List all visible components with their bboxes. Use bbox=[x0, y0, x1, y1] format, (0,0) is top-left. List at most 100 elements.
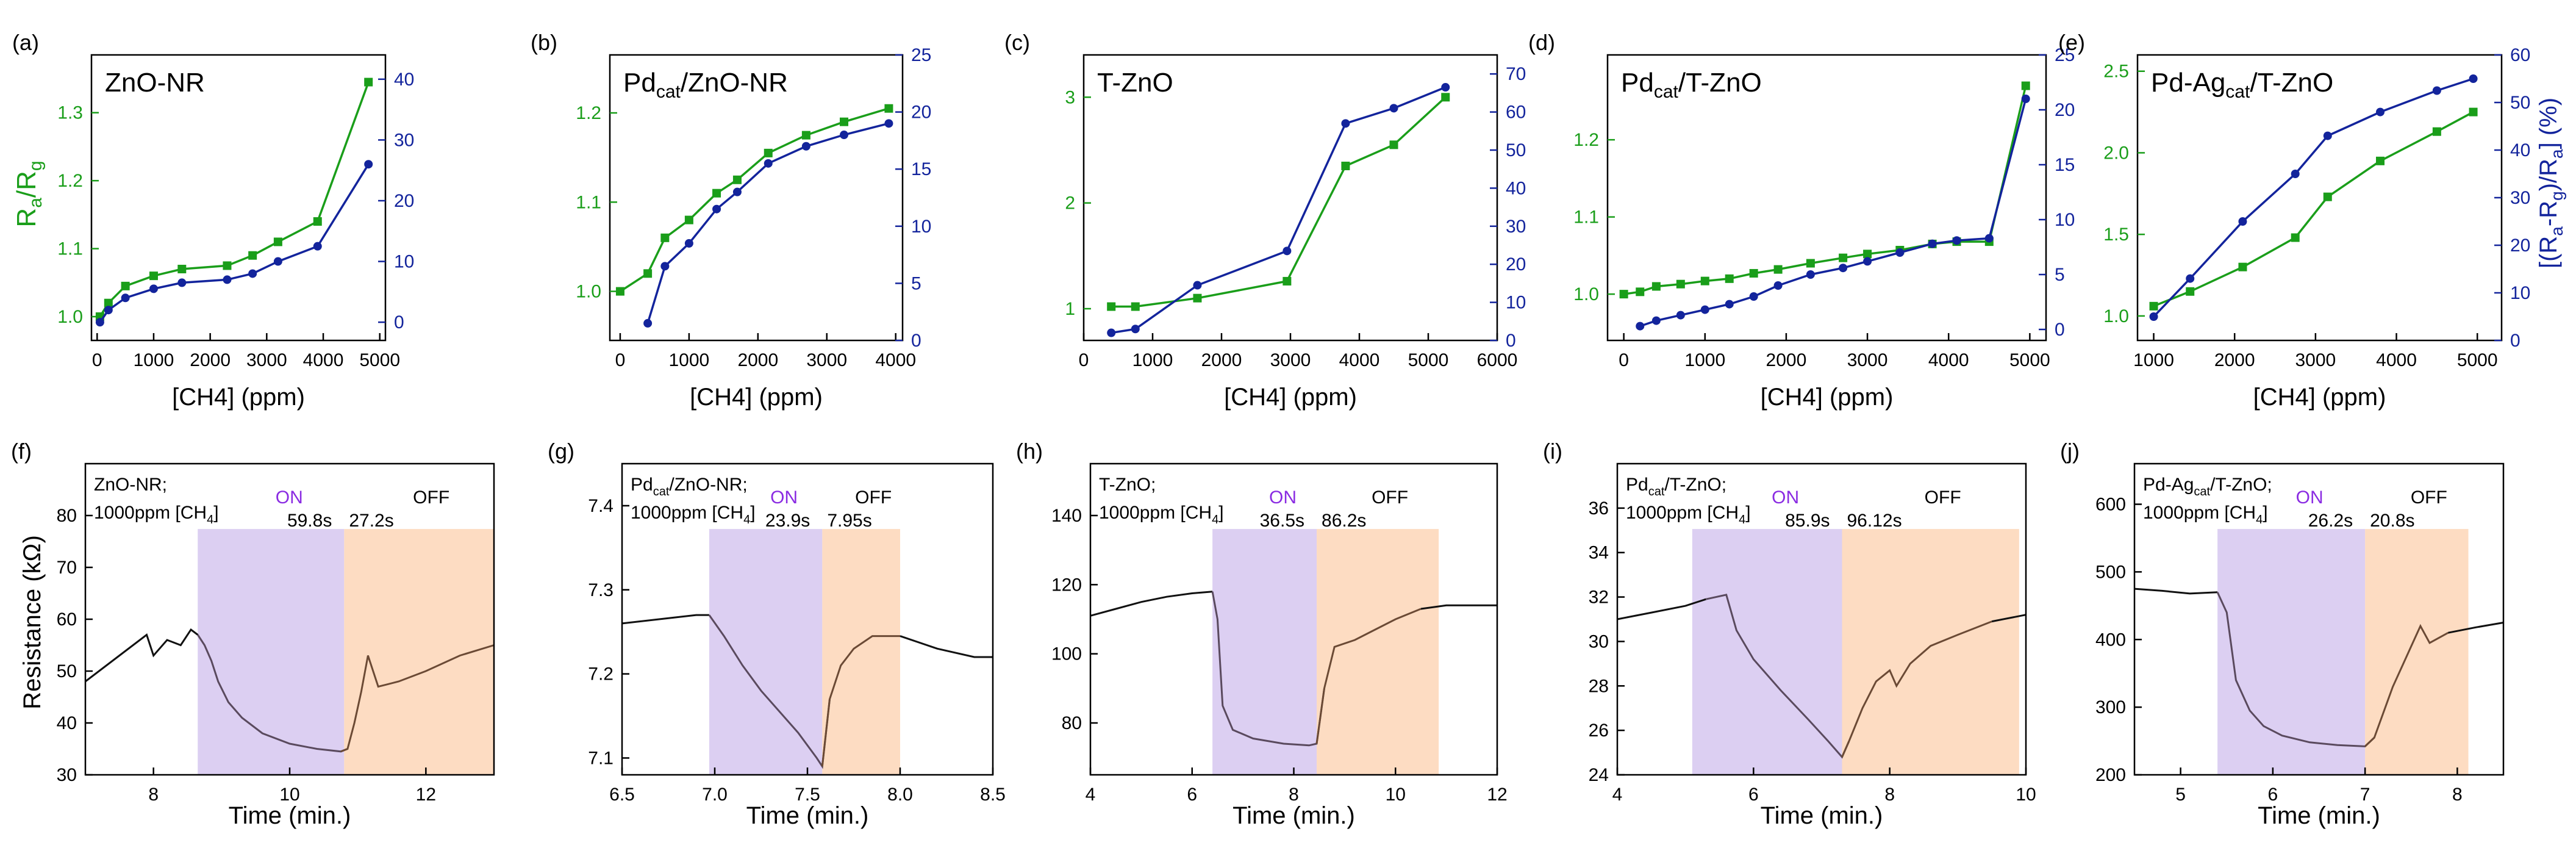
plot-frame bbox=[90, 54, 387, 342]
y-tick-label: 1.2 bbox=[57, 171, 83, 191]
y2-tick-label: 0 bbox=[2510, 331, 2521, 351]
y-tick-label: 7.2 bbox=[588, 664, 614, 685]
y-tick-label: 32 bbox=[1589, 588, 1609, 608]
y-tick-label: 36 bbox=[1589, 498, 1609, 519]
x-tick-label: 3000 bbox=[1270, 350, 1311, 370]
data-point-response bbox=[2323, 131, 2332, 140]
trace-on bbox=[1705, 594, 1850, 759]
data-point-ratio bbox=[801, 131, 810, 140]
x-tick-label: 4000 bbox=[875, 350, 916, 370]
data-point-response bbox=[1441, 83, 1450, 92]
svg-text:Ra/Rg: Ra/Rg bbox=[12, 160, 46, 227]
panel-label-line2: 1000ppm [CH4] bbox=[94, 503, 219, 527]
x-tick-label: 12 bbox=[1487, 785, 1507, 805]
y2-tick-label: 15 bbox=[911, 159, 931, 179]
y-tick-label: 100 bbox=[1051, 644, 1082, 664]
y-tick-label: 1.5 bbox=[2103, 225, 2129, 245]
data-point-ratio bbox=[660, 233, 670, 242]
trace-on bbox=[708, 614, 831, 769]
data-point-ratio bbox=[1131, 302, 1140, 311]
y-tick-label: 2 bbox=[1065, 193, 1075, 214]
y2-tick-label: 10 bbox=[2510, 283, 2530, 303]
trace-off bbox=[1315, 608, 1422, 744]
data-point-ratio bbox=[732, 175, 742, 184]
y-tick-label: 34 bbox=[1589, 543, 1609, 563]
data-point-response bbox=[177, 278, 187, 287]
panel-letter: (c) bbox=[1004, 30, 1030, 55]
y-tick-label: 80 bbox=[1062, 713, 1082, 733]
trace-off bbox=[1841, 620, 1992, 758]
x-tick-label: 3000 bbox=[806, 350, 847, 370]
x-tick-label: 3000 bbox=[1847, 350, 1888, 370]
y-tick-label: 3 bbox=[1065, 87, 1075, 107]
panel-label-line2: 1000ppm [CH4] bbox=[631, 503, 756, 527]
series-line-response bbox=[99, 164, 370, 323]
data-point-response bbox=[2186, 274, 2195, 283]
x-tick-label: 3000 bbox=[2295, 350, 2336, 370]
on-window-shade bbox=[1692, 529, 1842, 775]
data-point-response bbox=[2432, 86, 2441, 95]
x-tick-label: 5 bbox=[2175, 785, 2186, 805]
panel-label-line2: 1000ppm [CH4] bbox=[1626, 503, 1751, 527]
panel-label-line1: Pdcat/ZnO-NR; bbox=[631, 475, 748, 498]
x-tick-label: 10 bbox=[279, 785, 299, 805]
shared-left-ylabel-bottom: Resistance (kΩ) bbox=[19, 535, 46, 710]
off-window-shade bbox=[1317, 529, 1439, 775]
y-tick-label: 1 bbox=[1065, 299, 1075, 319]
data-point-ratio bbox=[2021, 81, 2030, 90]
x-axis-label: Time (min.) bbox=[746, 802, 869, 829]
x-tick-label: 1000 bbox=[2133, 350, 2174, 370]
x-tick-label: 12 bbox=[416, 785, 436, 805]
data-point-response bbox=[840, 131, 848, 140]
data-point-response bbox=[2238, 217, 2247, 226]
y2-tick-label: 30 bbox=[394, 130, 414, 150]
x-axis-label: [CH4] (ppm) bbox=[690, 384, 823, 411]
panel-label-line2: 1000ppm [CH4] bbox=[1099, 503, 1224, 527]
y2-tick-label: 20 bbox=[2510, 235, 2530, 256]
data-point-response bbox=[684, 239, 693, 248]
panel-letter: (j) bbox=[2060, 439, 2080, 464]
trace-off bbox=[340, 644, 495, 753]
x-tick-label: 6 bbox=[2268, 785, 2278, 805]
data-point-response bbox=[1341, 119, 1350, 128]
y2-tick-label: 10 bbox=[2055, 210, 2075, 230]
x-axis-label: [CH4] (ppm) bbox=[1761, 384, 1894, 411]
data-point-response bbox=[104, 306, 113, 315]
off-window-shade bbox=[1842, 529, 2019, 775]
x-tick-label: 0 bbox=[615, 350, 626, 370]
trace-off bbox=[2364, 624, 2449, 747]
off-time-label: 96.12s bbox=[1847, 511, 1902, 531]
data-point-ratio bbox=[1806, 259, 1815, 268]
data-point-response bbox=[1283, 246, 1292, 256]
x-tick-label: 4000 bbox=[1928, 350, 1969, 370]
y2-tick-label: 60 bbox=[1506, 102, 1526, 123]
trace-baseline bbox=[1617, 598, 1706, 620]
data-point-response bbox=[1984, 234, 1994, 243]
x-tick-label: 10 bbox=[1386, 785, 1406, 805]
y-tick-label: 28 bbox=[1589, 676, 1609, 696]
y2-tick-label: 40 bbox=[2510, 140, 2530, 160]
y-tick-label: 1.3 bbox=[57, 103, 83, 123]
on-window-shade bbox=[709, 529, 823, 775]
data-point-ratio bbox=[643, 269, 653, 278]
data-point-response bbox=[884, 119, 893, 128]
y2-tick-label: 0 bbox=[394, 312, 404, 332]
off-window-shade bbox=[822, 529, 900, 775]
data-point-ratio bbox=[177, 265, 187, 273]
x-tick-label: 5000 bbox=[2457, 350, 2498, 370]
data-point-response bbox=[1700, 305, 1709, 314]
panel-j: (j) ON OFF 26.2s 20.8s 5 6 7 8 200 300 400 500 600 Tim… bbox=[2060, 439, 2505, 829]
data-point-response bbox=[248, 269, 257, 278]
x-tick-label: 7 bbox=[2360, 785, 2370, 805]
x-tick-label: 5000 bbox=[2009, 350, 2050, 370]
data-point-ratio bbox=[1651, 282, 1661, 291]
data-point-ratio bbox=[104, 298, 113, 307]
y2-tick-label: 20 bbox=[911, 102, 931, 123]
data-point-response bbox=[1749, 292, 1758, 301]
on-time-label: 36.5s bbox=[1260, 511, 1304, 531]
x-axis-label: Time (min.) bbox=[229, 802, 351, 829]
panel-letter: (e) bbox=[2058, 30, 2085, 55]
data-point-ratio bbox=[364, 77, 373, 87]
y-tick-label: 1.0 bbox=[576, 282, 601, 302]
